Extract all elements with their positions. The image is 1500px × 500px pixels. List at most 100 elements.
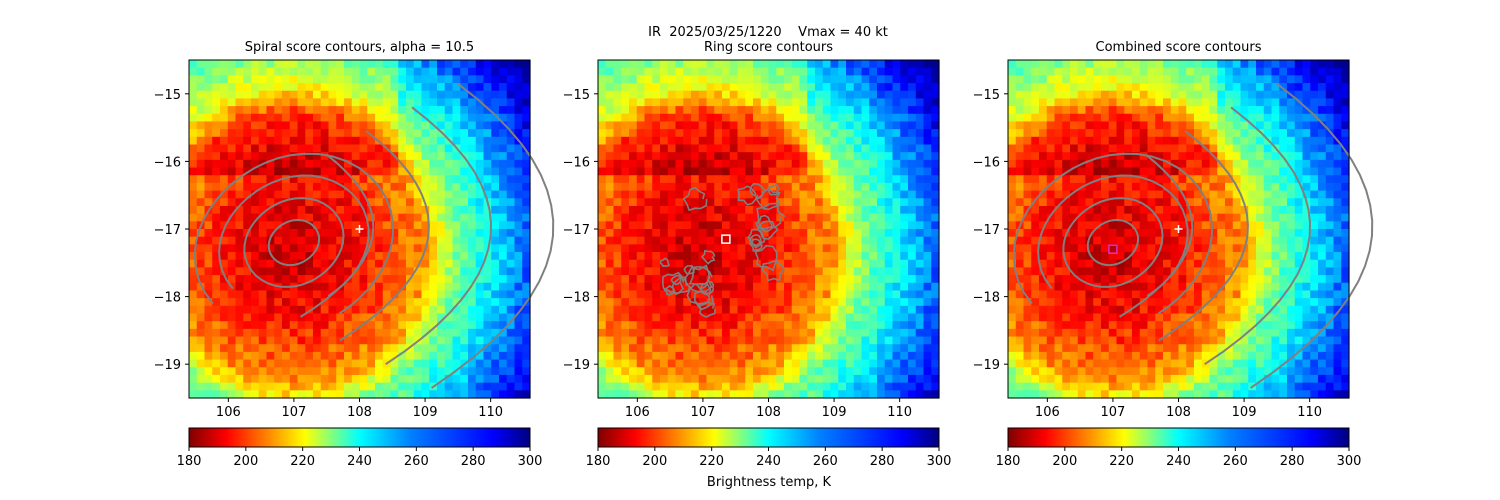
- heatmap-cell: [266, 244, 275, 253]
- heatmap-cell: [475, 282, 485, 292]
- heatmap-cell: [815, 229, 824, 238]
- heatmap-cell: [768, 167, 777, 176]
- heatmap-cell: [336, 351, 345, 361]
- heatmap-cell: [768, 90, 777, 100]
- heatmap-cell: [522, 152, 531, 161]
- heatmap-cell: [884, 359, 894, 368]
- heatmap-cell: [621, 298, 630, 307]
- heatmap-cell: [1023, 190, 1032, 199]
- heatmap-cell: [892, 282, 901, 292]
- heatmap-cell: [745, 98, 754, 107]
- heatmap-cell: [1085, 121, 1094, 130]
- heatmap-cell: [660, 129, 669, 138]
- heatmap-cell: [869, 60, 878, 69]
- heatmap-cell: [683, 67, 692, 76]
- heatmap-cell: [900, 359, 909, 368]
- heatmap-cell: [1318, 67, 1327, 76]
- heatmap-cell: [799, 290, 808, 299]
- heatmap-cell: [1263, 182, 1273, 192]
- heatmap-cell: [636, 113, 646, 123]
- heatmap-cell: [235, 328, 244, 338]
- heatmap-cell: [189, 182, 198, 192]
- heatmap-cell: [1116, 113, 1125, 123]
- heatmap-cell: [196, 121, 206, 130]
- heatmap-cell: [274, 267, 283, 276]
- heatmap-cell: [251, 229, 260, 238]
- heatmap-cell: [344, 182, 353, 192]
- heatmap-cell: [1085, 159, 1094, 169]
- heatmap-cell: [313, 282, 322, 292]
- heatmap-cell: [398, 229, 407, 238]
- heatmap-cell: [382, 252, 392, 261]
- heatmap-cell: [776, 98, 785, 107]
- heatmap-cell: [791, 244, 801, 253]
- heatmap-cell: [460, 313, 469, 322]
- heatmap-cell: [830, 267, 839, 276]
- heatmap-cell: [390, 344, 399, 353]
- heatmap-cell: [691, 244, 700, 253]
- heatmap-cell: [212, 267, 221, 276]
- heatmap-cell: [667, 152, 677, 161]
- heatmap-cell: [636, 182, 646, 192]
- heatmap-cell: [1163, 229, 1172, 238]
- heatmap-cell: [768, 175, 777, 184]
- heatmap-cell: [421, 298, 430, 307]
- heatmap-cell: [1031, 90, 1040, 100]
- heatmap-cell: [328, 75, 337, 84]
- heatmap-cell: [776, 60, 785, 69]
- heatmap-cell: [429, 351, 438, 361]
- heatmap-cell: [1333, 75, 1342, 84]
- heatmap-cell: [444, 275, 454, 284]
- heatmap-cell: [375, 313, 384, 322]
- heatmap-cell: [683, 367, 692, 376]
- heatmap-cell: [1163, 190, 1172, 199]
- heatmap-cell: [683, 305, 692, 315]
- heatmap-cell: [320, 213, 330, 222]
- heatmap-cell: [351, 205, 361, 215]
- heatmap-cell: [807, 198, 816, 207]
- heatmap-cell: [375, 305, 384, 315]
- heatmap-cell: [251, 305, 260, 315]
- heatmap-cell: [683, 244, 692, 253]
- heatmap-cell: [675, 175, 684, 184]
- heatmap-cell: [444, 152, 454, 161]
- heatmap-cell: [629, 167, 638, 176]
- heatmap-cell: [220, 152, 229, 161]
- heatmap-cell: [1093, 205, 1102, 215]
- heatmap-cell: [266, 129, 275, 138]
- heatmap-cell: [251, 259, 260, 269]
- heatmap-cell: [344, 113, 353, 123]
- heatmap-cell: [204, 144, 213, 153]
- heatmap-cell: [522, 98, 531, 107]
- heatmap-cell: [1170, 221, 1180, 230]
- heatmap-cell: [227, 152, 237, 161]
- heatmap-cell: [204, 236, 213, 245]
- heatmap-cell: [1201, 106, 1211, 115]
- heatmap-cell: [598, 290, 607, 299]
- heatmap-cell: [1271, 205, 1280, 215]
- heatmap-cell: [282, 244, 291, 253]
- heatmap-cell: [807, 213, 816, 222]
- heatmap-cell: [722, 259, 731, 269]
- heatmap-cell: [605, 259, 615, 269]
- heatmap-cell: [243, 182, 252, 192]
- heatmap-cell: [483, 275, 492, 284]
- heatmap-cell: [452, 175, 461, 184]
- heatmap-cell: [830, 106, 839, 115]
- heatmap-cell: [475, 175, 485, 184]
- heatmap-cell: [491, 344, 500, 353]
- heatmap-cell: [745, 298, 754, 307]
- heatmap-cell: [830, 336, 839, 345]
- heatmap-cell: [745, 244, 754, 253]
- heatmap-cell: [344, 175, 353, 184]
- heatmap-cell: [382, 229, 392, 238]
- heatmap-cell: [1333, 129, 1342, 138]
- heatmap-cell: [491, 259, 500, 269]
- heatmap-cell: [1287, 167, 1296, 176]
- heatmap-cell: [266, 136, 275, 146]
- heatmap-cell: [189, 290, 198, 299]
- heatmap-cell: [243, 275, 252, 284]
- heatmap-cell: [1240, 182, 1249, 192]
- heatmap-cell: [235, 205, 244, 215]
- heatmap-cell: [807, 313, 816, 322]
